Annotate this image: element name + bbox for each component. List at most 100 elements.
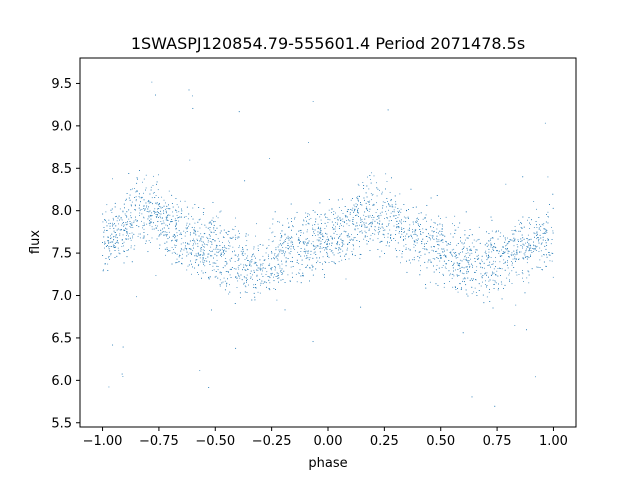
data-point bbox=[288, 226, 290, 228]
data-point bbox=[317, 260, 319, 262]
data-point bbox=[396, 226, 398, 228]
data-point bbox=[140, 233, 141, 235]
data-point bbox=[533, 251, 534, 252]
data-point bbox=[194, 241, 196, 243]
data-point bbox=[284, 234, 286, 236]
data-point bbox=[442, 251, 444, 253]
data-point bbox=[287, 274, 289, 276]
data-point bbox=[338, 237, 340, 239]
data-point bbox=[246, 281, 247, 283]
data-point bbox=[357, 209, 359, 211]
data-point bbox=[442, 273, 444, 275]
data-point bbox=[324, 213, 326, 215]
data-point bbox=[108, 248, 110, 250]
data-point bbox=[117, 217, 119, 219]
data-point bbox=[520, 251, 522, 253]
data-point bbox=[467, 268, 468, 270]
data-point bbox=[280, 237, 282, 239]
data-point bbox=[448, 260, 450, 261]
data-point bbox=[209, 238, 211, 239]
data-point bbox=[147, 201, 149, 203]
data-point bbox=[381, 250, 383, 252]
data-point bbox=[171, 221, 172, 223]
data-point bbox=[428, 259, 429, 261]
data-point bbox=[334, 228, 336, 230]
data-point bbox=[366, 240, 368, 242]
data-point bbox=[178, 230, 180, 232]
data-point bbox=[460, 237, 461, 239]
data-point bbox=[247, 234, 249, 236]
data-point bbox=[224, 249, 225, 251]
data-point bbox=[161, 217, 163, 219]
data-point bbox=[181, 208, 182, 210]
data-point bbox=[495, 282, 497, 284]
data-point bbox=[237, 237, 239, 239]
data-point bbox=[447, 243, 449, 244]
data-point bbox=[464, 234, 466, 236]
data-point bbox=[465, 266, 467, 268]
data-point bbox=[148, 206, 150, 208]
data-point bbox=[448, 244, 450, 245]
data-point bbox=[487, 255, 489, 257]
data-point bbox=[542, 224, 544, 226]
data-point bbox=[219, 284, 221, 286]
data-point bbox=[205, 258, 207, 259]
data-point bbox=[307, 238, 308, 239]
data-point bbox=[178, 256, 180, 258]
data-point bbox=[238, 111, 240, 113]
data-point bbox=[245, 235, 247, 237]
x-tick-label: −0.25 bbox=[252, 434, 292, 449]
data-point bbox=[186, 251, 188, 253]
data-point bbox=[515, 254, 517, 256]
data-point bbox=[488, 244, 489, 246]
data-point bbox=[364, 236, 366, 238]
data-point bbox=[533, 201, 535, 202]
data-point bbox=[204, 246, 205, 248]
data-point bbox=[278, 281, 279, 283]
data-point bbox=[503, 252, 505, 254]
data-point bbox=[129, 223, 131, 224]
data-point bbox=[271, 258, 273, 260]
data-point bbox=[229, 291, 231, 293]
data-point bbox=[104, 247, 105, 249]
data-point bbox=[547, 238, 549, 240]
data-point bbox=[426, 220, 427, 222]
data-point bbox=[152, 203, 153, 205]
data-point bbox=[454, 286, 456, 288]
data-point bbox=[158, 204, 160, 206]
data-point bbox=[454, 256, 456, 257]
data-point bbox=[290, 242, 292, 244]
data-point bbox=[123, 229, 125, 231]
data-point bbox=[478, 226, 480, 228]
data-point bbox=[444, 254, 445, 256]
data-point bbox=[338, 244, 340, 246]
data-point bbox=[181, 263, 183, 265]
data-point bbox=[536, 245, 538, 247]
data-point bbox=[284, 282, 286, 283]
data-point bbox=[381, 191, 383, 193]
data-point bbox=[270, 274, 272, 276]
data-point bbox=[238, 247, 240, 248]
data-point bbox=[445, 216, 447, 218]
data-point bbox=[421, 243, 423, 245]
data-point bbox=[502, 253, 504, 254]
data-point bbox=[442, 265, 444, 266]
data-point bbox=[341, 225, 342, 226]
data-point bbox=[165, 234, 167, 236]
data-point bbox=[133, 188, 135, 189]
data-point bbox=[227, 272, 229, 273]
data-point bbox=[157, 208, 158, 210]
data-point bbox=[341, 246, 343, 247]
data-point bbox=[518, 259, 519, 260]
data-point bbox=[332, 228, 334, 230]
data-point bbox=[532, 248, 534, 250]
data-point bbox=[247, 255, 249, 257]
data-point bbox=[535, 245, 536, 247]
data-point bbox=[114, 223, 115, 225]
data-point bbox=[254, 299, 256, 301]
data-point bbox=[483, 262, 485, 264]
data-point bbox=[193, 238, 194, 240]
data-point bbox=[198, 254, 199, 256]
data-point bbox=[155, 227, 157, 229]
data-point bbox=[181, 262, 182, 264]
